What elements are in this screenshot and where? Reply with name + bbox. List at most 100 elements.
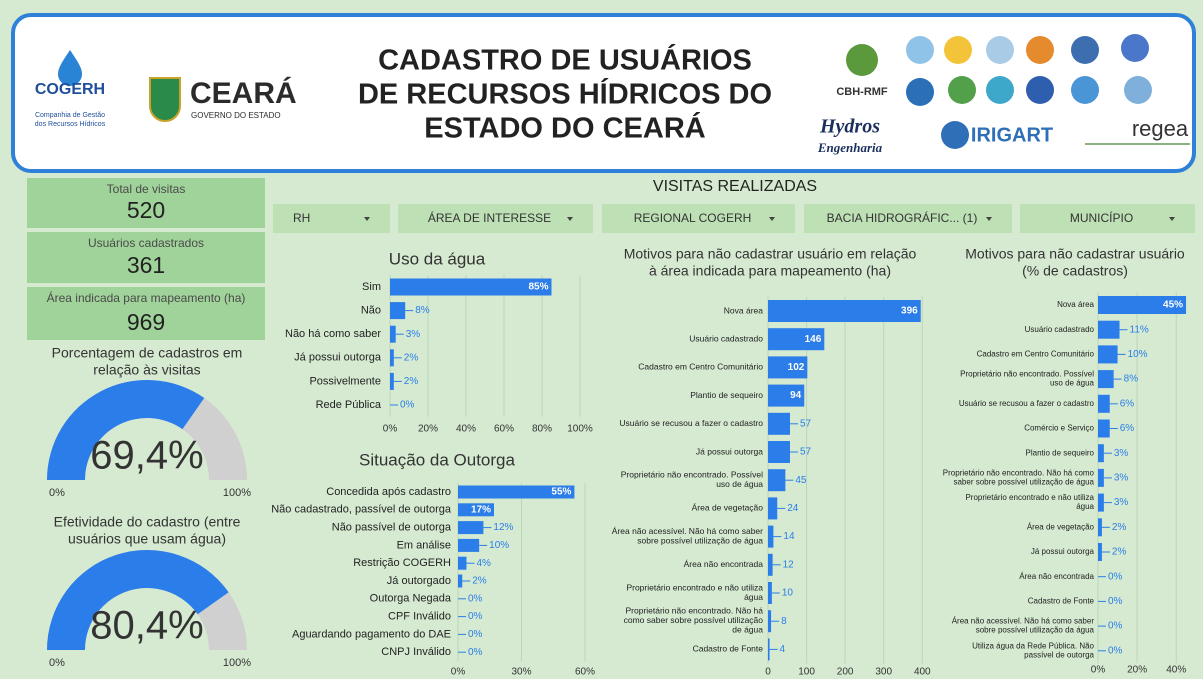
- bar: [768, 469, 786, 492]
- dropdown-arrow: [364, 217, 370, 221]
- category-label: CPF Inválido: [388, 611, 451, 623]
- chart-title: Situação da Outorga: [359, 450, 515, 469]
- bar: [1098, 320, 1120, 339]
- bar: [768, 384, 805, 407]
- filter[interactable]: REGIONAL COGERH: [602, 204, 795, 233]
- logo-text: dos Recursos Hídricos: [35, 121, 106, 128]
- category-label: Área de vegetação: [1027, 522, 1095, 531]
- category-label: Cadastro em Centro Comunitário: [977, 350, 1095, 359]
- bar: [1098, 419, 1110, 438]
- value-label: 0%: [468, 629, 483, 640]
- category-label: Já possui outorga: [1031, 547, 1095, 556]
- filter-box: [602, 204, 795, 233]
- value-label: 8: [781, 616, 787, 627]
- value-label: 12%: [493, 522, 513, 533]
- x-tick-label: 400: [914, 667, 931, 678]
- value-label: 94: [790, 390, 802, 401]
- category-label: Não cadastrado, passível de outorga: [271, 504, 452, 516]
- bar: [390, 349, 394, 367]
- x-tick-label: 200: [837, 667, 854, 678]
- category-label: Proprietário encontrado e não utiliza águ…: [965, 493, 1094, 511]
- kpi-value: 520: [127, 197, 165, 223]
- dropdown-arrow: [567, 217, 573, 221]
- logo-icon: [1026, 36, 1054, 64]
- filter-label[interactable]: REGIONAL COGERH: [634, 211, 752, 225]
- value-label: 3%: [406, 329, 421, 340]
- bar: [768, 497, 778, 520]
- logo-icon: [948, 76, 976, 104]
- category-label: Proprietário não encontrado. Não há como…: [943, 469, 1095, 487]
- x-tick-label: 80%: [532, 424, 552, 435]
- category-label: Comércio e Serviço: [1024, 424, 1094, 433]
- chart-title: Motivos para não cadastrar usuário (% de …: [965, 245, 1185, 278]
- x-tick-label: 0%: [451, 667, 466, 678]
- filter[interactable]: BACIA HIDROGRÁFIC... (1): [804, 204, 1012, 233]
- value-label: 6%: [1120, 398, 1135, 409]
- bar: [768, 638, 770, 661]
- filter-label[interactable]: RH: [293, 211, 310, 225]
- filter-label[interactable]: ÁREA DE INTERESSE: [428, 210, 551, 225]
- x-tick-label: 60%: [575, 667, 595, 678]
- logo-text: Engenharia: [817, 140, 883, 155]
- x-tick-label: 20%: [1127, 665, 1147, 676]
- category-label: Rede Pública: [316, 399, 382, 411]
- logo-text: Hydros: [819, 116, 880, 138]
- category-label: Utiliza água da Rede Pública. Não passíve…: [972, 641, 1094, 659]
- value-label: 2%: [472, 576, 487, 587]
- value-label: 0%: [1108, 645, 1123, 656]
- value-label: 45%: [1163, 300, 1183, 311]
- bar: [1098, 493, 1104, 512]
- logo-text: GOVERNO DO ESTADO: [191, 111, 281, 120]
- value-label: 24: [787, 503, 799, 514]
- value-label: 4: [780, 644, 786, 655]
- value-label: 0%: [1108, 596, 1123, 607]
- kpi-value: 361: [127, 252, 165, 278]
- value-label: 0%: [1108, 621, 1123, 632]
- category-label: Usuário cadastrado: [1025, 325, 1095, 334]
- value-label: 57: [800, 418, 812, 429]
- bar: [1098, 518, 1102, 537]
- bar: [1098, 296, 1187, 314]
- category-label: Proprietário não encontrado. Possível uso…: [960, 370, 1094, 388]
- value-label: 0%: [400, 400, 415, 411]
- filter-label[interactable]: BACIA HIDROGRÁFIC... (1): [827, 210, 978, 225]
- value-label: 55%: [551, 487, 571, 498]
- kpi-box: [27, 232, 265, 283]
- value-label: 17%: [471, 504, 491, 515]
- category-label: Cadastro de Fonte: [1028, 597, 1095, 606]
- filter[interactable]: ÁREA DE INTERESSE: [398, 204, 593, 233]
- category-label: Não há como saber: [285, 328, 381, 340]
- value-label: 396: [901, 306, 918, 317]
- bar: [458, 556, 467, 570]
- filter[interactable]: RH: [273, 204, 390, 233]
- dropdown-arrow: [1169, 217, 1175, 221]
- category-label: Já possui outorga: [696, 446, 763, 456]
- filter[interactable]: MUNICÍPIO: [1020, 204, 1195, 233]
- value-label: 0%: [1108, 571, 1123, 582]
- logo-icon: [986, 76, 1014, 104]
- logo-icon: [1071, 36, 1099, 64]
- category-label: Área não encontrada: [1019, 572, 1094, 581]
- logo-text: CEARÁ: [190, 76, 297, 110]
- value-label: 45: [795, 475, 807, 486]
- filter-label[interactable]: MUNICÍPIO: [1070, 210, 1133, 225]
- value-label: 57: [800, 447, 812, 458]
- logo-text: regea: [1132, 116, 1189, 141]
- value-label: 102: [788, 362, 805, 373]
- x-tick-label: 60%: [494, 424, 514, 435]
- category-label: Usuário se recusou a fazer o cadastro: [619, 418, 763, 428]
- page-title: ESTADO DO CEARÁ: [424, 111, 705, 145]
- x-tick-label: 20%: [418, 424, 438, 435]
- category-label: Restrição COGERH: [353, 557, 451, 569]
- x-tick-label: 30%: [511, 667, 531, 678]
- bar: [768, 356, 808, 379]
- logo-icon: [846, 44, 878, 76]
- bar: [1098, 543, 1102, 561]
- value-label: 146: [805, 334, 822, 345]
- filter-box: [398, 204, 593, 233]
- value-label: 8%: [1124, 374, 1139, 385]
- kpi-label: Usuários cadastrados: [88, 236, 204, 250]
- gauge-value-arc: [47, 550, 229, 650]
- filter-box: [804, 204, 1012, 233]
